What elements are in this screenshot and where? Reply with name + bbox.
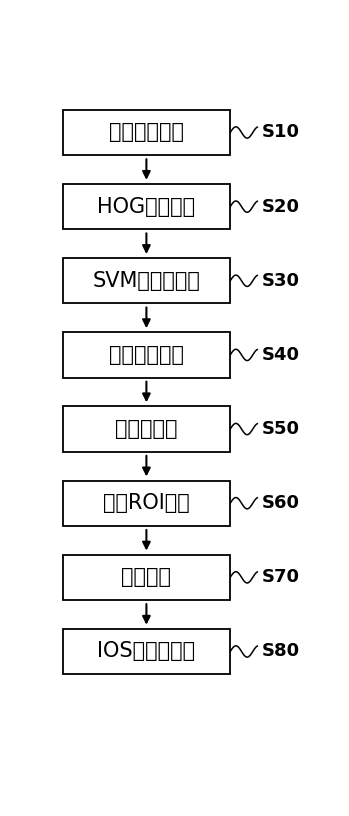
Text: S10: S10: [261, 123, 299, 141]
Text: IOS手机端显示: IOS手机端显示: [97, 641, 195, 662]
Bar: [62, 629, 230, 674]
Bar: [62, 481, 230, 526]
Text: S30: S30: [261, 272, 299, 290]
Bar: [62, 110, 230, 155]
Text: 正负样本提取: 正负样本提取: [109, 122, 184, 143]
Text: HOG特征提取: HOG特征提取: [97, 197, 195, 216]
Bar: [62, 555, 230, 600]
Text: S50: S50: [261, 420, 299, 438]
Bar: [62, 406, 230, 452]
Text: S80: S80: [261, 642, 299, 660]
Text: SVM分类器训练: SVM分类器训练: [92, 271, 200, 290]
Bar: [62, 258, 230, 304]
Text: S70: S70: [261, 568, 299, 587]
Text: 设置ROI区域: 设置ROI区域: [103, 493, 190, 513]
Text: S40: S40: [261, 346, 299, 364]
Bar: [62, 184, 230, 229]
Text: 人数统计: 人数统计: [121, 567, 171, 588]
Text: 实时头部检测: 实时头部检测: [109, 345, 184, 365]
Text: 光流法跟踪: 光流法跟踪: [115, 419, 178, 439]
Text: S20: S20: [261, 197, 299, 215]
Bar: [62, 332, 230, 378]
Text: S60: S60: [261, 494, 299, 512]
